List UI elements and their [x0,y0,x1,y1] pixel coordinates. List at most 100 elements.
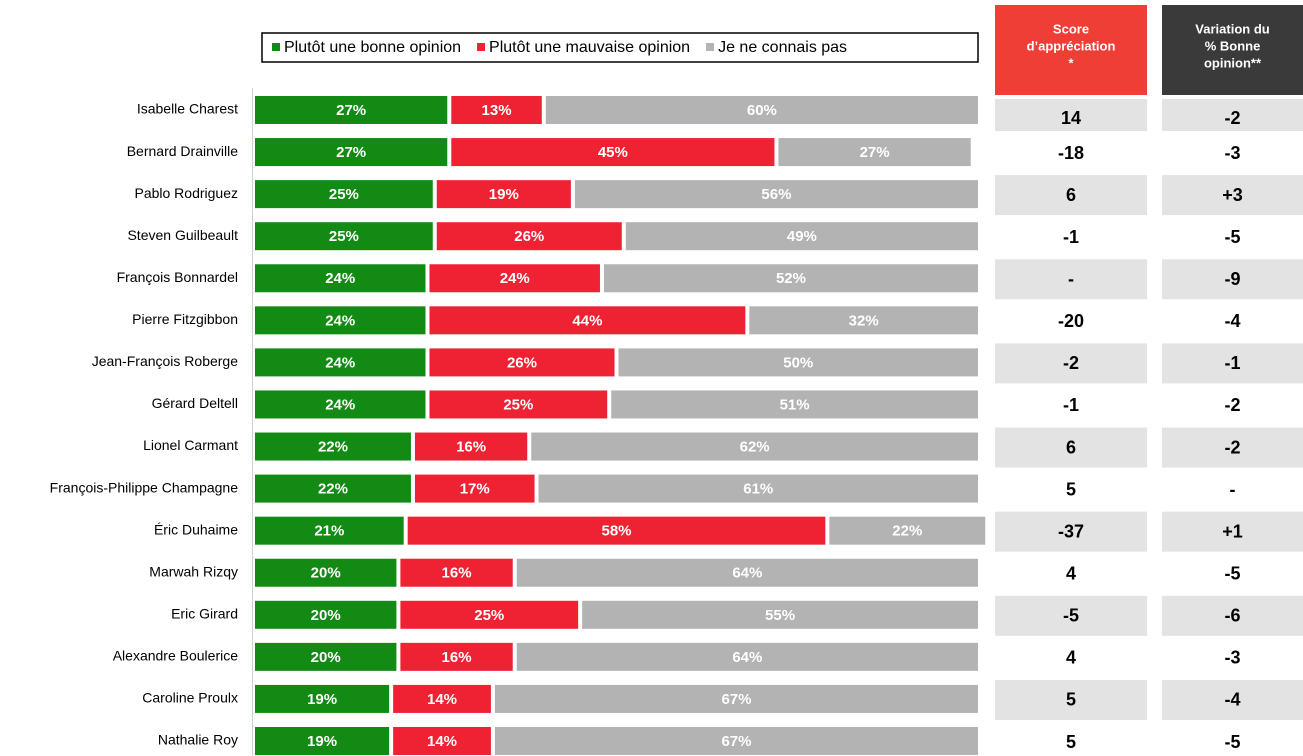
bar-segment [393,684,491,713]
bar-segment [429,348,615,377]
bar-segment [531,432,978,461]
table-cell: 6 [1066,185,1076,205]
data-label: 44% [572,312,602,329]
bar-segment [255,348,426,377]
bar-segment [255,474,411,503]
table-cell: 5 [1066,732,1076,752]
table-cell: - [1068,269,1074,289]
data-label: 21% [314,523,344,540]
table-cell: -4 [1224,311,1240,331]
bar-segment [582,600,978,629]
data-label: 27% [336,144,366,161]
table-cell-bg [1162,679,1303,720]
y-tick-label: Isabelle Charest [137,101,238,117]
table-cell: 4 [1066,648,1076,668]
data-label: 62% [740,439,770,456]
bar-segment [429,390,608,419]
bar-segment [255,558,397,587]
table-cell: -1 [1063,395,1079,415]
legend-box [261,32,979,63]
table-cell: -3 [1224,143,1240,163]
data-label: 25% [329,228,359,245]
legend-label: Plutôt une bonne opinion [284,39,461,56]
bar-segment [393,727,491,755]
y-tick-label: Pierre Fitzgibbon [132,311,238,327]
table-cell: -2 [1224,108,1240,128]
y-tick-label: Alexandre Boulerice [113,648,239,664]
table-cell: -1 [1063,227,1079,247]
bar-segment [494,684,978,713]
y-tick-label: Jean-François Roberge [92,353,239,369]
table-cell: 6 [1066,437,1076,457]
data-label: 17% [460,481,490,498]
bar-segment [574,180,978,209]
bar-segment [516,642,978,671]
y-tick-label: Bernard Drainville [127,143,238,159]
y-tick-label: François-Philippe Champagne [50,479,239,495]
data-label: 22% [892,523,922,540]
data-label: 26% [507,354,537,371]
bar-segment [451,96,542,124]
legend-marker [706,43,715,51]
bar-segment [414,432,528,461]
data-label: 58% [601,523,631,540]
table-cell: +1 [1222,521,1243,541]
data-label: 64% [732,649,762,666]
table-cell-bg [1162,343,1303,384]
bar-segment [429,264,600,293]
legend-marker [272,43,280,51]
data-label: 19% [307,733,337,750]
data-label: 25% [329,186,359,203]
bar-segment [255,684,390,713]
data-label: 60% [747,102,777,119]
bar-segment [255,264,426,293]
table-cell: -3 [1224,648,1240,668]
data-label: 45% [598,144,628,161]
y-tick-label: Éric Duhaime [154,521,238,537]
bar-segment [436,180,571,209]
legend-label: Je ne connais pas [718,39,847,56]
table-header [1162,5,1303,95]
data-label: 56% [761,186,791,203]
table-cell: -2 [1063,353,1079,373]
table-cell: -2 [1224,395,1240,415]
data-label: 67% [721,691,751,708]
table-cell: -1 [1224,353,1240,373]
data-label: 20% [311,565,341,582]
bar-segment [407,516,826,545]
table-cell: -4 [1224,690,1240,710]
data-label: 24% [325,354,355,371]
table-cell: -9 [1224,269,1240,289]
table-cell-bg [995,511,1147,552]
data-label: 64% [732,565,762,582]
legend-label: Plutôt une mauvaise opinion [489,39,690,56]
y-tick-label: Marwah Rizqy [149,563,238,579]
table-cell-bg [995,679,1147,720]
data-label: 16% [442,565,472,582]
data-label: 16% [456,439,486,456]
data-label: 24% [500,270,530,287]
data-label: 24% [325,396,355,413]
bar-segment [255,306,426,335]
data-label: 55% [765,607,795,624]
data-label: 19% [307,691,337,708]
table-cell: -5 [1224,563,1240,583]
data-label: 22% [318,481,348,498]
y-tick-label: Gérard Deltell [152,395,238,411]
data-label: 51% [780,396,810,413]
data-label: 24% [325,312,355,329]
bar-segment [414,474,535,503]
table-cell: -5 [1063,606,1079,626]
data-label: 50% [783,354,813,371]
table-cell-bg [995,595,1147,636]
bar-segment [255,516,404,545]
bar-segment [255,180,433,209]
table-cell: 5 [1066,690,1076,710]
bar-segment [618,348,978,377]
bar-segment [400,558,513,587]
data-label: 24% [325,270,355,287]
table-cell: -18 [1058,143,1084,163]
table-cell: -6 [1224,606,1240,626]
y-tick-label: Nathalie Roy [158,732,238,748]
table-cell: -20 [1058,311,1084,331]
